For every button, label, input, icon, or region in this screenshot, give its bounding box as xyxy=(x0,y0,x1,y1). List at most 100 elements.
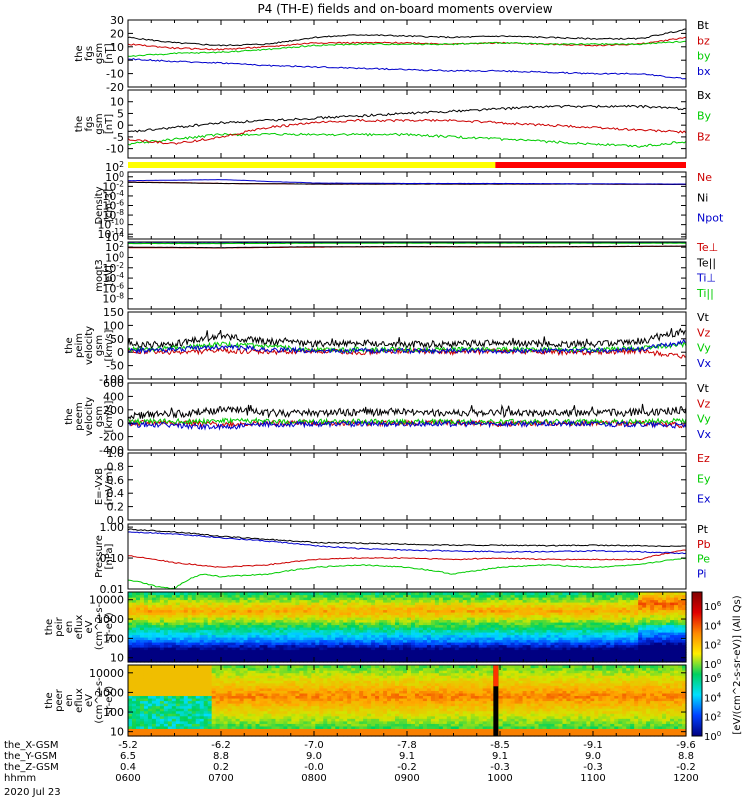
heatmap-cell xyxy=(670,617,675,621)
heatmap-cell xyxy=(610,612,615,616)
heatmap-cell xyxy=(474,622,480,626)
heatmap-cell xyxy=(414,654,420,658)
heatmap-cell xyxy=(191,627,197,631)
heatmap-cell xyxy=(183,629,189,633)
heatmap-cell xyxy=(131,687,137,691)
heatmap-cell xyxy=(128,619,133,623)
heatmap-cell xyxy=(247,597,253,601)
heatmap-cell xyxy=(434,632,440,636)
heatmap-cell xyxy=(674,622,679,626)
heatmap-cell xyxy=(446,652,452,656)
heatmap-cell xyxy=(227,627,233,631)
heatmap-cell xyxy=(546,647,552,651)
heatmap-cell xyxy=(203,659,209,663)
heatmap-cell xyxy=(526,594,532,598)
heatmap-cell xyxy=(618,607,623,611)
heatmap-cell xyxy=(199,614,205,618)
heatmap-cell xyxy=(163,644,169,648)
heatmap-cell xyxy=(562,622,568,626)
heatmap-cell xyxy=(674,644,679,648)
heatmap-cell xyxy=(311,634,316,638)
heatmap-cell xyxy=(590,629,595,633)
heatmap-cell xyxy=(414,599,420,603)
heatmap-cell xyxy=(128,602,133,606)
heatmap-cell xyxy=(642,609,647,613)
y-tick-label: 0.6 xyxy=(107,474,125,487)
heatmap-cell xyxy=(199,644,205,648)
heatmap-cell xyxy=(482,632,488,636)
heatmap-cell xyxy=(630,609,635,613)
heatmap-cell xyxy=(470,642,476,646)
heatmap-cell xyxy=(562,657,568,661)
heatmap-cell xyxy=(387,647,392,651)
heatmap-cell xyxy=(666,597,671,601)
heatmap-cell xyxy=(139,692,145,697)
heatmap-cell xyxy=(510,609,516,613)
heatmap-cell xyxy=(183,609,189,613)
heatmap-cell xyxy=(211,654,217,658)
heatmap-cell xyxy=(359,652,364,656)
heatmap-cell xyxy=(155,644,161,648)
heatmap-cell xyxy=(263,632,269,636)
heatmap-cell xyxy=(287,639,293,643)
heatmap-cell xyxy=(634,607,639,611)
heatmap-cell xyxy=(407,644,412,648)
heatmap-cell xyxy=(522,602,528,606)
heatmap-cell xyxy=(139,697,145,702)
heatmap-cell xyxy=(211,597,217,601)
heatmap-cell xyxy=(163,692,169,697)
heatmap-cell xyxy=(606,649,611,653)
heatmap-cell xyxy=(550,637,556,641)
heatmap-cell xyxy=(155,703,161,707)
heatmap-cell xyxy=(642,619,647,623)
heatmap-cell xyxy=(379,639,384,643)
axis-label-line: [km/s] xyxy=(104,329,115,361)
heatmap-cell xyxy=(295,657,300,661)
heatmap-cell xyxy=(598,629,603,633)
heatmap-cell xyxy=(530,654,536,658)
heatmap-cell xyxy=(530,602,536,606)
heatmap-cell xyxy=(263,594,269,598)
heatmap-cell xyxy=(414,627,420,631)
heatmap-cell xyxy=(514,659,520,663)
heatmap-cell xyxy=(582,619,587,623)
heatmap-cell xyxy=(650,629,655,633)
heatmap-cell xyxy=(430,594,436,598)
heatmap-cell xyxy=(446,617,452,621)
heatmap-cell xyxy=(151,642,157,646)
heatmap-cell xyxy=(195,624,201,628)
heatmap-cell xyxy=(526,602,532,606)
heatmap-cell xyxy=(438,622,444,626)
heatmap-cell xyxy=(147,597,153,601)
axis-label-line: the xyxy=(64,408,75,424)
heatmap-cell xyxy=(171,627,177,631)
heatmap-cell xyxy=(634,657,639,661)
heatmap-cell xyxy=(327,654,332,658)
heatmap-cell xyxy=(219,592,225,596)
heatmap-cell xyxy=(566,644,572,648)
heatmap-cell xyxy=(167,657,173,661)
heatmap-cell xyxy=(303,637,308,641)
heatmap-cell xyxy=(255,602,261,606)
heatmap-cell xyxy=(355,617,360,621)
heatmap-cell xyxy=(359,657,364,661)
heatmap-cell xyxy=(622,642,627,646)
heatmap-cell xyxy=(267,619,273,623)
heatmap-cell xyxy=(147,672,153,676)
heatmap-cell xyxy=(566,659,572,663)
heatmap-cell xyxy=(590,642,595,646)
heatmap-cell xyxy=(562,609,568,613)
heatmap-cell xyxy=(498,644,504,648)
heatmap-cell xyxy=(658,614,663,618)
heatmap-cell xyxy=(674,619,679,623)
heatmap-cell xyxy=(223,644,229,648)
heatmap-cell xyxy=(239,617,245,621)
heatmap-cell xyxy=(155,670,161,674)
heatmap-cell xyxy=(562,594,568,598)
heatmap-cell xyxy=(670,639,675,643)
heatmap-cell xyxy=(267,609,273,613)
heatmap-cell xyxy=(430,619,436,623)
heatmap-cell xyxy=(606,634,611,638)
heatmap-cell xyxy=(379,647,384,651)
